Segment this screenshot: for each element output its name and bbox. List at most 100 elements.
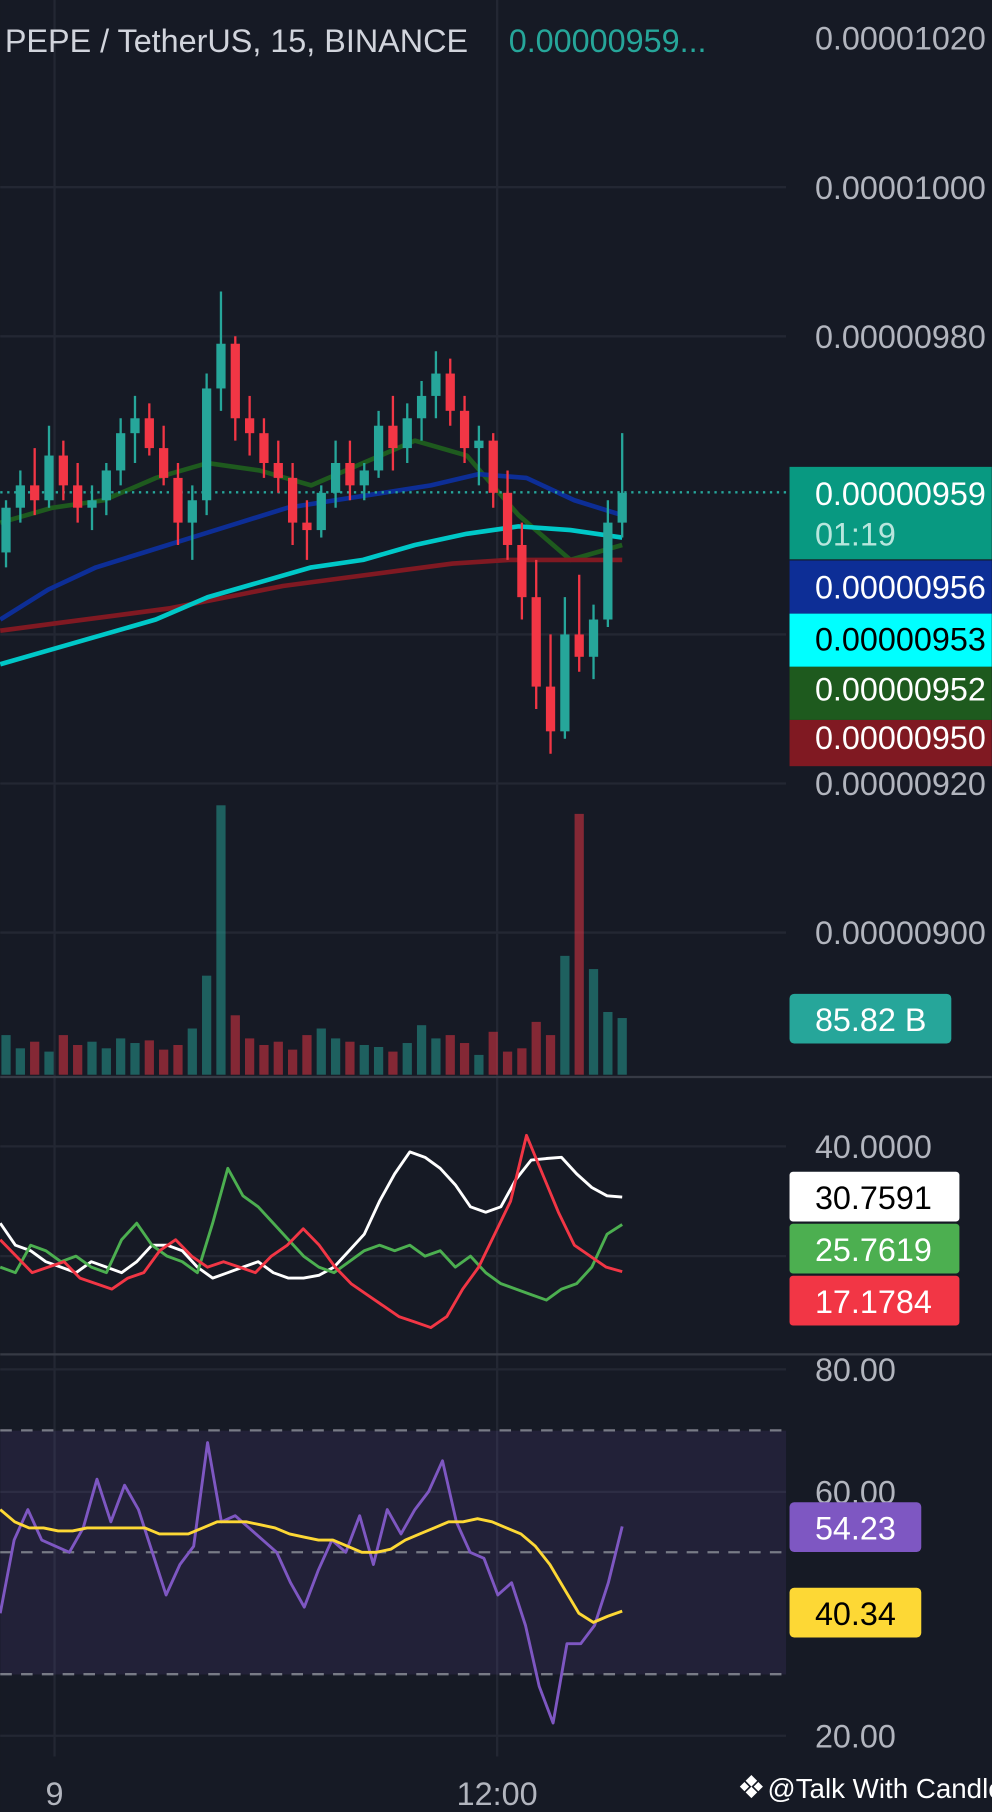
candle-body: [159, 448, 169, 478]
candle-body: [316, 492, 326, 531]
candle-body: [87, 500, 97, 508]
candle-body: [488, 440, 498, 493]
candle-body: [202, 388, 212, 501]
grid: [0, 0, 992, 1757]
volume-bar: [1, 1035, 11, 1075]
candle-body: [359, 470, 369, 486]
volume-bar: [73, 1045, 83, 1075]
dmi-label-green: 25.7619: [789, 1223, 960, 1274]
candle-body: [230, 343, 240, 419]
volume-bar: [574, 813, 584, 1075]
candle-body: [517, 544, 527, 598]
dmi-value: 25.7619: [815, 1232, 932, 1268]
volume-bar: [287, 1049, 298, 1075]
dmi-lines: [0, 1133, 623, 1330]
volume-bar: [431, 1038, 441, 1075]
candle-body: [1, 507, 11, 553]
candle-body: [259, 433, 269, 463]
dmi-value: 30.7591: [815, 1180, 932, 1216]
candle-body: [545, 686, 556, 732]
volume-bar: [87, 1041, 97, 1075]
candle-body: [216, 343, 226, 389]
candle-body: [330, 462, 341, 493]
volume-bar: [531, 1021, 541, 1075]
bar-countdown: 01:19: [815, 516, 896, 552]
candle-body: [44, 455, 54, 501]
dmi-line: [0, 1133, 623, 1330]
price-tick: 0.00001020: [815, 21, 986, 57]
price-label-ma-green: 0.00000952: [789, 666, 992, 720]
volume-bar: [545, 1035, 556, 1075]
rsi-lines: [0, 1441, 624, 1725]
moving-average-line: [0, 524, 623, 667]
watermark: @Talk With Candle: [768, 1773, 992, 1804]
rsi-value: 54.23: [815, 1510, 896, 1546]
candle-body: [273, 462, 283, 478]
price-tick: 0.00000900: [815, 915, 986, 951]
volume-bar: [560, 955, 570, 1075]
volume-bar: [30, 1041, 40, 1075]
volume-bar: [116, 1038, 126, 1075]
moving-average-line: [0, 471, 623, 622]
volume-bar: [187, 1028, 197, 1075]
volume-bar: [15, 1048, 25, 1075]
candle-body: [173, 477, 183, 523]
dmi-label-red: 17.1784: [789, 1275, 960, 1326]
candle-body: [416, 395, 427, 419]
price-tick: 0.00000920: [815, 766, 986, 802]
volume-bar: [130, 1043, 140, 1075]
price-label-ma-red: 0.00000950: [789, 720, 992, 767]
symbol-title[interactable]: PEPE / TetherUS, 15, BINANCE: [5, 23, 468, 59]
rsi-line: [0, 1441, 624, 1725]
candle-body: [116, 433, 126, 471]
ma-value: 0.00000956: [815, 570, 986, 606]
volume-bar: [230, 1015, 240, 1075]
candle-body: [58, 455, 68, 486]
volume-bar: [101, 1048, 111, 1075]
price-label-last: 0.00000959 01:19: [789, 466, 992, 560]
volume-bar: [617, 1018, 627, 1075]
volume-bar: [58, 1035, 68, 1075]
volume-bar: [173, 1045, 183, 1075]
volume-bar: [144, 1040, 154, 1075]
volume-bar: [373, 1046, 384, 1075]
ma-value: 0.00000953: [815, 622, 986, 658]
ma-value: 0.00000952: [815, 671, 986, 707]
volume-bar: [474, 1054, 484, 1075]
candle-body: [445, 373, 455, 411]
candle-body: [373, 425, 384, 471]
volume-bar: [588, 969, 599, 1075]
candle-body: [502, 492, 513, 545]
volume-bar: [502, 1051, 513, 1075]
dmi-line: [0, 1166, 623, 1302]
volume-bar: [273, 1041, 283, 1075]
volume-bar: [259, 1045, 269, 1075]
binance-logo-icon: [739, 1775, 763, 1799]
volume-bar: [445, 1035, 455, 1075]
candle-body: [459, 410, 470, 449]
candle-body: [388, 425, 398, 449]
last-price-value: 0.00000959: [815, 476, 986, 512]
rsi-tick: 80.00: [815, 1352, 896, 1388]
candle-body: [588, 619, 599, 657]
rsi-line: [0, 1508, 623, 1624]
volume-bar: [603, 1011, 613, 1075]
candle-body: [574, 634, 584, 657]
candle-body: [30, 485, 40, 501]
price-tick: 0.00001000: [815, 170, 986, 206]
candle-body: [531, 597, 541, 687]
volume-bar: [359, 1045, 369, 1075]
candle-body: [130, 418, 140, 434]
ma-value: 0.00000950: [815, 720, 986, 756]
candle-body: [287, 477, 298, 523]
candle-body: [431, 373, 441, 396]
volume-bars: [1, 805, 627, 1075]
candle-body: [617, 492, 627, 523]
candle-body: [603, 522, 613, 620]
time-tick: 9: [46, 1776, 64, 1812]
volume-value: 85.82 B: [815, 1002, 927, 1038]
time-tick: 12:00: [457, 1776, 538, 1812]
rsi-label: 54.23: [789, 1502, 922, 1552]
volume-bar: [402, 1043, 412, 1075]
